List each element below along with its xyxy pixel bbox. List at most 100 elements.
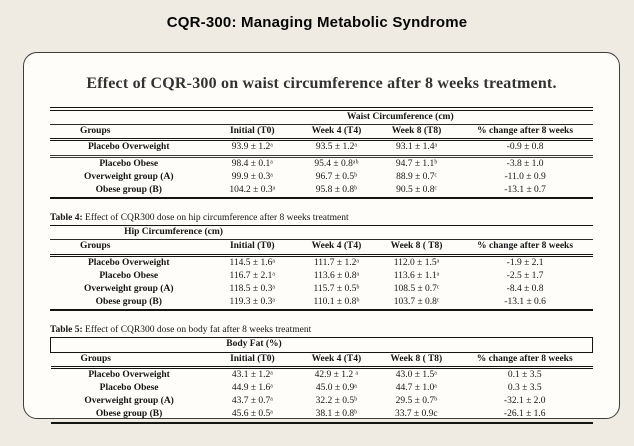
value-cell: 43.1 ± 1.2ᵃ <box>231 369 273 380</box>
table5-caption-label: Table 5: <box>50 325 83 336</box>
group-cell: Placebo Overweight <box>50 139 208 158</box>
value-cell: 111.7 ± 1.2ᵃ <box>313 257 359 268</box>
table-row: Placebo Obese 116.7 ± 2.1ᵃ 113.6 ± 0.8ᵃ … <box>50 270 593 283</box>
group-cell: Overweight group (A) <box>84 396 174 407</box>
col-header-week8: Week 8 ( T8) <box>375 239 458 257</box>
col-header-pct-change: % change after 8 weeks <box>456 352 593 369</box>
table5-caption: Table 5: Effect of CQR300 dose on body f… <box>50 325 593 335</box>
table-row: Placebo Obese 98.4 ± 0.1ᵃ 95.4 ± 0.8ᵃᵇ 9… <box>50 156 593 171</box>
value-cell: -0.9 ± 0.8 <box>457 139 593 158</box>
value-cell: 112.0 ± 1.5ᵃ <box>393 257 440 268</box>
value-cell: -11.0 ± 0.9 <box>504 171 546 182</box>
card-heading: Effect of CQR-300 on waist circumference… <box>86 75 557 92</box>
group-cell: Placebo Obese <box>99 383 159 394</box>
group-cell: Obese group (B) <box>95 409 163 420</box>
column-header-row: Groups Initial (T0) Week 4 (T4) Week 8 (… <box>50 239 593 257</box>
value-cell: 113.6 ± 1.1ᵃ <box>393 270 440 281</box>
value-cell: -13.1 ± 0.6 <box>504 297 546 308</box>
col-header-initial: Initial (T0) <box>207 124 298 142</box>
col-header-groups: Groups <box>50 352 208 369</box>
span-header-row: Waist Circumference (cm) <box>50 109 593 126</box>
table-row: Obese group (B) 104.2 ± 0.3ᵃ 95.8 ± 0.8ᵇ… <box>50 184 593 198</box>
column-header-row: Groups Initial (T0) Week 4 (T4) Week 8 (… <box>50 352 593 369</box>
table-row: Overweight group (A) 43.7 ± 0.7ᵃ 32.2 ± … <box>51 395 593 408</box>
table-row: Placebo Obese 44.9 ± 1.6ᵃ 45.0 ± 0.9ᵃ 44… <box>51 382 593 395</box>
table-row: Placebo Overweight 43.1 ± 1.2ᵃ 42.9 ± 1.… <box>51 367 593 382</box>
column-header-row: Groups Initial (T0) Week 4 (T4) Week 8 (… <box>50 124 593 142</box>
table4-caption-label: Table 4: <box>50 213 83 224</box>
table-row: Placebo Overweight 93.9 ± 1.2ᵃ 93.5 ± 1.… <box>50 139 593 158</box>
value-cell: 90.5 ± 0.8ᶜ <box>396 185 437 196</box>
content-card: Effect of CQR-300 on waist circumference… <box>23 52 620 424</box>
table-row: Overweight group (A) 99.9 ± 0.3ᵃ 96.7 ± … <box>50 171 593 184</box>
value-cell: 94.7 ± 1.1ᵇ <box>395 158 438 169</box>
value-cell: -3.8 ± 1.0 <box>506 158 544 169</box>
value-cell: 44.9 ± 1.6ᵃ <box>231 383 273 394</box>
value-cell: 33.7 ± 0.9c <box>394 409 438 420</box>
col-header-week8: Week 8 (T8) <box>375 124 458 142</box>
col-header-pct-change: % change after 8 weeks <box>457 239 593 257</box>
value-cell: -26.1 ± 1.6 <box>503 409 546 420</box>
value-cell: 96.7 ± 0.5ᵇ <box>315 171 358 182</box>
value-cell: -13.1 ± 0.7 <box>504 185 546 196</box>
group-cell: Obese group (B) <box>95 297 162 308</box>
span-header-row: Hip Circumference (cm) <box>50 225 593 241</box>
value-cell: 108.5 ± 0.7ᶜ <box>393 284 440 295</box>
table4-caption: Table 4: Effect of CQR300 dose on hip ci… <box>50 213 593 223</box>
value-cell: 113.6 ± 0.8ᵃ <box>313 270 360 281</box>
table-row: Placebo Overweight 114.5 ± 1.6ᵃ 111.7 ± … <box>50 255 593 270</box>
table-row: Obese group (B) 45.6 ± 0.5ᵃ 38.1 ± 0.8ᵇ … <box>51 408 593 422</box>
group-cell: Placebo Obese <box>99 158 159 169</box>
group-cell: Obese group (B) <box>95 185 162 196</box>
value-cell: 38.1 ± 0.8ᵇ <box>315 409 358 420</box>
group-cell: Overweight group (A) <box>83 284 174 295</box>
col-header-initial: Initial (T0) <box>207 352 298 369</box>
value-cell: 93.1 ± 1.4ᵃ <box>375 139 458 158</box>
col-header-week4: Week 4 (T4) <box>297 239 376 257</box>
value-cell: 103.7 ± 0.8ᶜ <box>393 297 440 308</box>
value-cell: 115.7 ± 0.5ᵇ <box>313 284 360 295</box>
value-cell: 44.7 ± 1.0ᵃ <box>395 383 437 394</box>
table-row: Overweight group (A) 118.5 ± 0.3ᵃ 115.7 … <box>50 283 593 296</box>
col-header-week4: Week 4 (T4) <box>297 352 376 369</box>
body-fat-table: Body Fat (%) Groups Initial (T0) Week 4 … <box>49 337 593 424</box>
col-header-week8: Week 8 ( T8) <box>375 352 457 369</box>
value-cell: 43.0 ± 1.5ᵃ <box>395 369 437 380</box>
value-cell: 104.2 ± 0.3ᵃ <box>229 185 276 196</box>
table4-caption-text: Effect of CQR300 dose on hip circumferen… <box>82 213 349 224</box>
value-cell: 43.7 ± 0.7ᵃ <box>231 396 273 407</box>
value-cell: 118.5 ± 0.3ᵃ <box>229 284 275 295</box>
value-cell: 0.1 ± 3.5 <box>507 369 542 380</box>
span-header-spacer <box>456 337 593 353</box>
value-cell: 99.9 ± 0.3ᵃ <box>231 171 273 182</box>
value-cell: 119.3 ± 0.3ᵃ <box>229 297 275 308</box>
value-cell: -1.9 ± 2.1 <box>506 257 544 268</box>
col-header-initial: Initial (T0) <box>207 239 298 257</box>
span-header-row: Body Fat (%) <box>49 337 593 353</box>
group-cell: Overweight group (A) <box>83 171 174 182</box>
group-cell: Placebo Overweight <box>87 257 170 268</box>
table-row: Obese group (B) 119.3 ± 0.3ᵃ 110.1 ± 0.8… <box>50 296 593 310</box>
hip-circumference-table: Hip Circumference (cm) Groups Initial (T… <box>50 225 593 312</box>
value-cell: 95.4 ± 0.8ᵃᵇ <box>314 158 359 169</box>
span-header-spacer <box>50 109 208 126</box>
waist-span-header: Waist Circumference (cm) <box>207 109 593 126</box>
value-cell: 114.5 ± 1.6ᵃ <box>229 257 275 268</box>
col-header-pct-change: % change after 8 weeks <box>457 124 593 142</box>
value-cell: 93.9 ± 1.2ᵃ <box>207 139 298 158</box>
value-cell: 110.1 ± 0.8ᵇ <box>313 297 360 308</box>
span-header-spacer <box>297 225 593 241</box>
value-cell: 95.8 ± 0.8ᵇ <box>315 185 358 196</box>
value-cell: -8.4 ± 0.8 <box>506 284 544 295</box>
bodyfat-span-header: Body Fat (%) <box>49 337 457 353</box>
value-cell: 98.4 ± 0.1ᵃ <box>231 158 273 169</box>
col-header-week4: Week 4 (T4) <box>297 124 376 142</box>
value-cell: 42.9 ± 1.2 ᵃ <box>314 369 359 380</box>
page-title: CQR-300: Managing Metabolic Syndrome <box>166 14 468 31</box>
value-cell: 116.7 ± 2.1ᵃ <box>229 270 275 281</box>
value-cell: -32.1 ± 2.0 <box>503 396 546 407</box>
value-cell: 88.9 ± 0.7ᶜ <box>396 171 437 182</box>
value-cell: 32.2 ± 0.5ᵇ <box>315 396 358 407</box>
value-cell: 45.0 ± 0.9ᵃ <box>315 383 357 394</box>
